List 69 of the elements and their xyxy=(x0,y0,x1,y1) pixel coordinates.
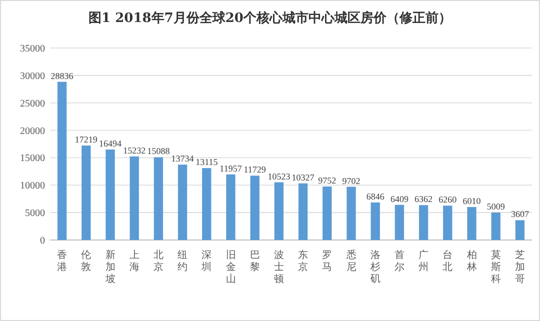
bar xyxy=(178,164,188,240)
x-tick-label: 巴黎 xyxy=(250,250,260,273)
bar xyxy=(202,168,212,240)
bar xyxy=(467,207,476,240)
x-tick-label: 纽约 xyxy=(178,249,188,273)
data-label: 5009 xyxy=(486,202,506,212)
bar xyxy=(298,183,308,240)
bar xyxy=(106,150,115,240)
x-tick-label: 芝加哥 xyxy=(514,249,525,285)
data-label: 10523 xyxy=(268,171,291,182)
data-label: 11957 xyxy=(220,163,242,174)
bar xyxy=(394,204,404,240)
y-tick-label: 20000 xyxy=(20,126,45,137)
y-tick-label: 30000 xyxy=(20,70,45,82)
bar xyxy=(322,186,332,240)
data-label: 28836 xyxy=(50,70,74,81)
bar xyxy=(443,206,452,240)
data-label: 6260 xyxy=(438,194,458,205)
y-tick-label: 15000 xyxy=(20,153,45,164)
data-label: 9702 xyxy=(342,176,360,186)
x-tick-label: 波士顿 xyxy=(274,249,284,285)
bar xyxy=(226,174,236,240)
x-tick-label: 洛杉矶 xyxy=(369,249,380,285)
x-tick-label: 伦敦 xyxy=(81,249,92,273)
x-tick-label: 柏林 xyxy=(466,249,477,273)
x-tick-label: 莫斯科 xyxy=(490,249,501,285)
data-label: 17219 xyxy=(74,134,98,145)
bar xyxy=(418,205,428,240)
x-tick-label: 香港 xyxy=(57,249,68,273)
data-label: 13115 xyxy=(196,157,218,168)
bar xyxy=(250,176,260,240)
x-tick-label: 旧金山 xyxy=(226,249,236,285)
bar xyxy=(515,220,525,240)
data-label: 10327 xyxy=(292,172,315,182)
y-tick-label: 25000 xyxy=(20,98,45,110)
x-tick-label: 东京 xyxy=(298,249,308,273)
x-tick-label: 悉尼 xyxy=(345,249,356,273)
bar xyxy=(491,212,500,240)
bar xyxy=(57,82,67,240)
data-label: 16494 xyxy=(99,138,122,149)
bar xyxy=(82,146,91,240)
x-tick-label: 深圳 xyxy=(200,249,212,273)
x-tick-label: 上海 xyxy=(129,249,140,273)
data-label: 15232 xyxy=(123,145,146,156)
bar xyxy=(346,186,356,240)
chart-title: 图1 2018年7月份全球20个核心城市中心城区房价（修正前） xyxy=(88,10,452,26)
data-label: 9752 xyxy=(318,176,336,186)
x-tick-label: 罗马 xyxy=(322,250,332,273)
data-label: 11729 xyxy=(244,164,266,175)
bar xyxy=(130,156,139,240)
y-tick-label: 5000 xyxy=(25,208,45,220)
x-tick-label: 广州 xyxy=(418,249,429,273)
x-tick-label: 台北 xyxy=(442,249,453,273)
y-tick-label: 10000 xyxy=(20,180,45,192)
y-tick-label: 0 xyxy=(40,236,45,246)
y-tick-label: 35000 xyxy=(20,44,45,54)
data-label: 15088 xyxy=(147,146,170,156)
bar xyxy=(274,182,284,240)
bar xyxy=(370,202,380,240)
data-label: 6010 xyxy=(462,196,482,206)
data-label: 6409 xyxy=(390,194,409,204)
x-tick-label: 新加坡 xyxy=(104,249,116,285)
data-label: 3607 xyxy=(510,209,530,220)
data-label: 13734 xyxy=(171,154,194,164)
data-label: 6846 xyxy=(366,191,385,202)
x-tick-label: 北京 xyxy=(153,249,164,273)
bar xyxy=(154,157,164,240)
x-tick-label: 首尔 xyxy=(394,249,404,273)
data-label: 6362 xyxy=(414,194,433,204)
